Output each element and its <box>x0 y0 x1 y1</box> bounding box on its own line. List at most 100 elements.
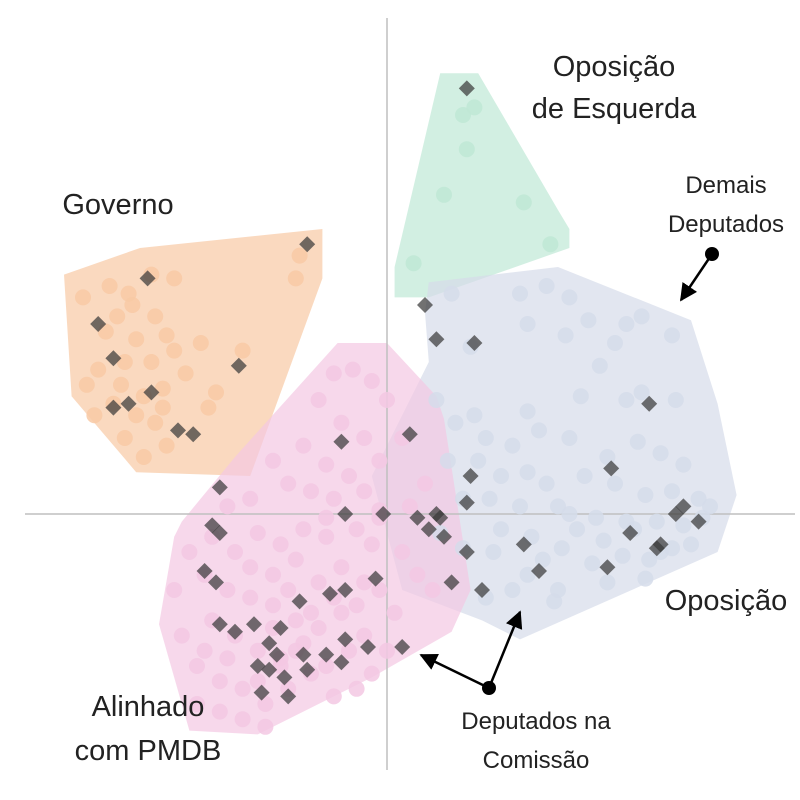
comissao-arrow-left <box>419 653 490 690</box>
alinhado-com-pmdb-point <box>356 430 373 446</box>
demais-deputados-point <box>531 422 547 439</box>
alinhado-com-pmdb-point <box>196 642 213 659</box>
demais-deputados-point <box>675 517 692 534</box>
governo-point <box>135 449 152 465</box>
alinhado-com-pmdb-point <box>318 528 335 545</box>
demais-deputados-committee-marker <box>675 498 692 515</box>
governo-committee-marker <box>170 422 186 439</box>
label-comissao-line1: Deputados na <box>461 708 611 735</box>
demais-deputados-point <box>675 456 692 473</box>
alinhado-com-pmdb-committee-marker <box>268 646 285 663</box>
alinhado-com-pmdb-committee-marker <box>276 669 293 686</box>
alinhado-com-pmdb-point <box>310 620 327 636</box>
alinhado-com-pmdb-point <box>344 361 361 378</box>
demais-deputados-point <box>561 430 578 446</box>
demais-deputados-point <box>493 521 509 538</box>
alinhado-com-pmdb-point <box>219 650 236 667</box>
alinhado-com-pmdb-point <box>227 544 243 560</box>
alinhado-com-pmdb-point <box>287 612 304 629</box>
governo-committee-marker <box>139 270 156 287</box>
alinhado-com-pmdb-point <box>333 414 350 431</box>
alinhado-com-pmdb-point <box>249 642 266 659</box>
alinhado-com-pmdb-point <box>363 536 380 553</box>
demais-deputados-point <box>439 452 456 469</box>
alinhado-com-pmdb-point <box>287 551 304 568</box>
demais-deputados-point <box>683 536 699 553</box>
demais-deputados-point <box>519 316 536 332</box>
demais-arrow-line <box>679 253 714 302</box>
alinhado-com-pmdb-point <box>211 703 228 720</box>
oposicao-de-esquerda-hull <box>394 73 570 298</box>
alinhado-com-pmdb-committee-marker <box>299 661 316 678</box>
demais-deputados-point <box>614 547 631 564</box>
governo-committee-marker <box>185 426 202 443</box>
demais-deputados-committee-marker <box>436 528 452 545</box>
alinhado-com-pmdb-committee-marker <box>432 509 449 526</box>
demais-deputados-point <box>561 506 578 522</box>
demais-deputados-point <box>595 532 612 549</box>
demais-deputados-committee-marker <box>417 297 433 313</box>
alinhado-com-pmdb-committee-marker <box>227 623 243 640</box>
alinhado-com-pmdb-point <box>417 475 433 492</box>
alinhado-com-pmdb-committee-marker <box>253 684 270 701</box>
alinhado-com-pmdb-point <box>242 490 259 507</box>
alinhado-com-pmdb-point <box>424 582 441 598</box>
demais-deputados-point <box>584 555 601 572</box>
demais-deputados-point <box>493 468 509 484</box>
demais-deputados-point <box>447 414 464 431</box>
alinhado-com-pmdb-committee-marker <box>211 616 228 633</box>
alinhado-com-pmdb-point <box>257 718 274 735</box>
demais-deputados-committee-marker <box>515 536 532 553</box>
demais-deputados-point <box>637 570 654 587</box>
oposicao-de-esquerda-point <box>455 107 471 123</box>
demais-deputados-committee-marker <box>428 331 445 348</box>
alinhado-com-pmdb-committee-marker <box>337 506 354 522</box>
alinhado-com-pmdb-point <box>333 559 350 576</box>
alinhado-com-pmdb-point <box>173 627 190 644</box>
alinhado-com-pmdb-committee-marker <box>261 635 278 652</box>
governo-point <box>86 407 103 424</box>
alinhado-com-pmdb-committee-marker <box>375 506 392 522</box>
governo-committee-marker <box>105 350 122 367</box>
alinhado-com-pmdb-point <box>348 680 365 697</box>
governo-point <box>147 414 164 431</box>
governo-point <box>75 289 91 306</box>
alinhado-com-pmdb-committee-marker <box>211 525 228 541</box>
alinhado-com-pmdb-committee-marker <box>337 631 354 648</box>
oposicao-de-esquerda-point <box>515 194 532 211</box>
alinhado-com-pmdb-point <box>234 680 251 697</box>
alinhado-com-pmdb-point <box>379 392 395 408</box>
demais-deputados-point <box>481 490 498 507</box>
alinhado-com-pmdb-committee-marker <box>401 426 418 443</box>
governo-point <box>90 361 107 378</box>
alinhado-com-pmdb-point <box>348 521 365 538</box>
demais-deputados-point <box>538 278 555 294</box>
demais-deputados-committee-marker <box>420 521 437 538</box>
alinhado-com-pmdb-point <box>318 658 335 674</box>
alinhado-com-pmdb-committee-marker <box>337 582 354 598</box>
governo-committee-marker <box>299 236 316 253</box>
governo-committee-marker <box>120 395 137 412</box>
demais-deputados-point <box>618 316 635 332</box>
alinhado-com-pmdb-committee-marker <box>322 585 338 602</box>
demais-deputados-point <box>607 335 623 351</box>
alinhado-com-pmdb-point <box>189 696 205 712</box>
alinhado-com-pmdb-point <box>356 483 373 500</box>
demais-deputados-point <box>519 464 536 481</box>
governo-point <box>109 308 126 325</box>
governo-point <box>143 354 160 370</box>
comissao-arrow-up <box>487 610 523 689</box>
demais-deputados-point <box>428 392 445 408</box>
alinhado-com-pmdb-point <box>234 711 251 728</box>
alinhado-com-pmdb-committee-marker <box>291 593 308 610</box>
demais-deputados-point <box>652 445 669 462</box>
governo-point <box>113 376 129 393</box>
demais-deputados-committee-marker <box>458 544 475 560</box>
governo-point <box>166 270 183 287</box>
demais-deputados-point <box>629 433 646 450</box>
label-oposicao-esquerda-line2: de Esquerda <box>532 93 697 125</box>
alinhado-com-pmdb-point <box>242 589 259 606</box>
demais-deputados-point <box>504 437 521 454</box>
governo-committee-marker <box>230 357 247 374</box>
governo-point <box>154 399 171 416</box>
